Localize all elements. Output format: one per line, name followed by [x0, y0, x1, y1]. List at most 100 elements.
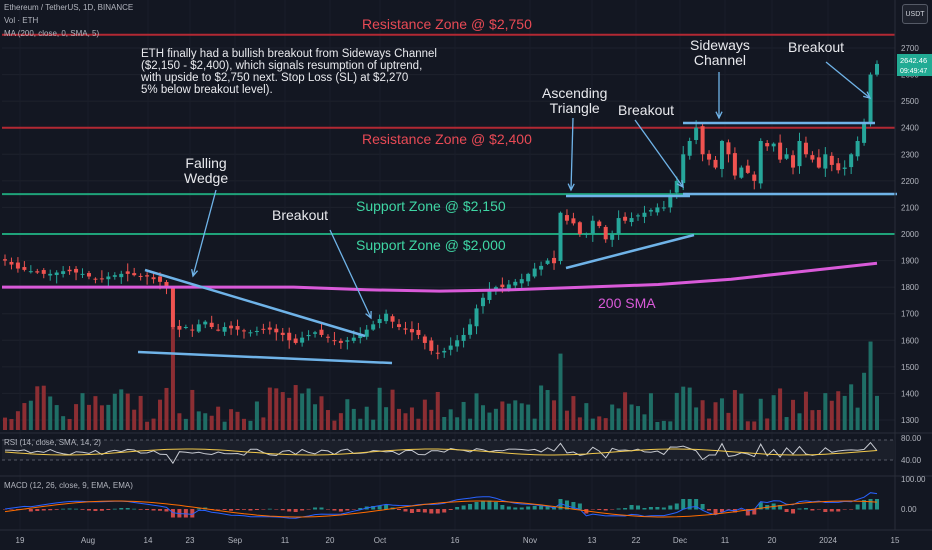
candle-body — [54, 272, 59, 276]
macd-histogram-bar — [164, 509, 169, 512]
macd-histogram-bar — [855, 504, 860, 510]
volume-bar — [222, 421, 227, 430]
arrow-ascending-triangle — [570, 117, 574, 191]
arrow-ascending-triangle-head — [567, 183, 575, 192]
volume-bar — [803, 391, 808, 430]
candle-body — [267, 327, 272, 330]
volume-bar — [106, 404, 111, 430]
y-tick-label: 2200 — [901, 177, 919, 186]
arrow-breakout-2-head — [676, 179, 684, 189]
candle-body — [539, 265, 544, 270]
volume-bar — [229, 409, 234, 430]
wedge-upper-line — [144, 268, 366, 338]
macd-histogram-bar — [694, 499, 699, 510]
volume-bar — [377, 387, 382, 430]
volume-bar — [571, 396, 576, 430]
volume-bar — [41, 385, 46, 430]
macd-histogram-bar — [2, 509, 8, 510]
candle-body — [119, 273, 124, 278]
candle-body — [229, 325, 234, 329]
macd-histogram-bar — [758, 502, 763, 510]
candle-body — [67, 269, 72, 272]
macd-histogram-bar — [151, 509, 156, 511]
macd-histogram-bar — [493, 502, 498, 510]
candle-body — [552, 257, 557, 264]
volume-bar — [577, 417, 582, 430]
candle-body — [577, 222, 582, 234]
volume-bar — [784, 417, 789, 430]
candle-body — [797, 141, 802, 167]
volume-bar — [758, 398, 763, 430]
last-price-label: 2642.46 — [900, 56, 927, 65]
macd-histogram-bar — [397, 509, 402, 510]
volume-bar — [306, 388, 311, 430]
macd-histogram-bar — [67, 508, 72, 510]
macd-histogram-bar — [54, 509, 59, 510]
macd-histogram-bar — [623, 508, 628, 510]
candle-body — [603, 226, 608, 240]
macd-histogram-bar — [487, 500, 492, 510]
x-tick-label: 13 — [588, 536, 597, 545]
volume-bar — [707, 418, 712, 430]
rsi-sma-line — [4, 448, 878, 456]
macd-histogram-bar — [791, 509, 796, 514]
macd-histogram-bar — [506, 506, 511, 510]
label-resistance-2750: Resistance Zone @ $2,750 — [362, 16, 532, 32]
x-tick-label: 20 — [768, 536, 777, 545]
volume-bar — [151, 418, 156, 430]
volume-bar — [358, 418, 363, 430]
candle-body — [416, 329, 421, 335]
candle-body — [842, 167, 847, 169]
rsi-line — [4, 441, 878, 465]
candle-body — [80, 273, 85, 275]
macd-histogram-bar — [842, 509, 847, 510]
volume-bar — [539, 385, 544, 430]
volume-bar — [48, 396, 53, 430]
volume-bar — [545, 390, 550, 430]
volume-bar — [61, 416, 66, 430]
macd-histogram-bar — [810, 509, 815, 511]
rsi-label: RSI (14, close, SMA, 14, 2) — [4, 438, 101, 447]
macd-histogram-bar — [429, 509, 434, 514]
candle-body — [345, 340, 350, 342]
volume-bar — [687, 387, 692, 430]
label-breakout-2: Breakout — [618, 102, 675, 118]
macd-histogram-bar — [338, 509, 343, 512]
volume-bar — [138, 395, 143, 430]
macd-histogram-bar — [48, 509, 53, 511]
macd-histogram-bar — [849, 509, 854, 510]
macd-histogram-bar — [707, 509, 712, 511]
volume-bar — [254, 401, 259, 430]
macd-histogram-bar — [823, 509, 828, 512]
candle-body — [280, 332, 285, 335]
candle-body — [429, 340, 434, 351]
macd-histogram-bar — [422, 509, 427, 513]
volume-bars — [2, 325, 880, 430]
label-ascending-triangle: Ascending Triangle — [542, 85, 608, 116]
macd-histogram-bar — [74, 508, 79, 510]
macd-histogram-bar — [132, 508, 137, 510]
volume-bar — [274, 388, 279, 430]
macd-histogram-bar — [519, 507, 524, 510]
candle-body — [364, 329, 369, 337]
rsi-tick: 40.00 — [901, 456, 922, 465]
volume-bar — [655, 421, 660, 430]
macd-histogram-bar — [416, 509, 421, 512]
candle-body — [15, 262, 20, 269]
macd-histogram-bar — [35, 509, 40, 511]
macd-histogram-bar — [241, 509, 246, 510]
candle-body — [571, 218, 576, 224]
currency-badge[interactable]: USDT — [902, 4, 928, 24]
candle-body — [435, 352, 440, 354]
sma-200-line — [2, 261, 878, 293]
volume-bar — [532, 418, 537, 430]
macd-histogram-bar — [829, 509, 834, 512]
candle-body — [707, 153, 712, 160]
macd-histogram-bar — [358, 508, 363, 510]
candle-body — [338, 340, 343, 343]
volume-bar — [842, 395, 847, 430]
macd-histogram-bar — [325, 509, 330, 510]
macd-histogram-bar — [145, 509, 150, 510]
candle-body — [674, 180, 679, 193]
